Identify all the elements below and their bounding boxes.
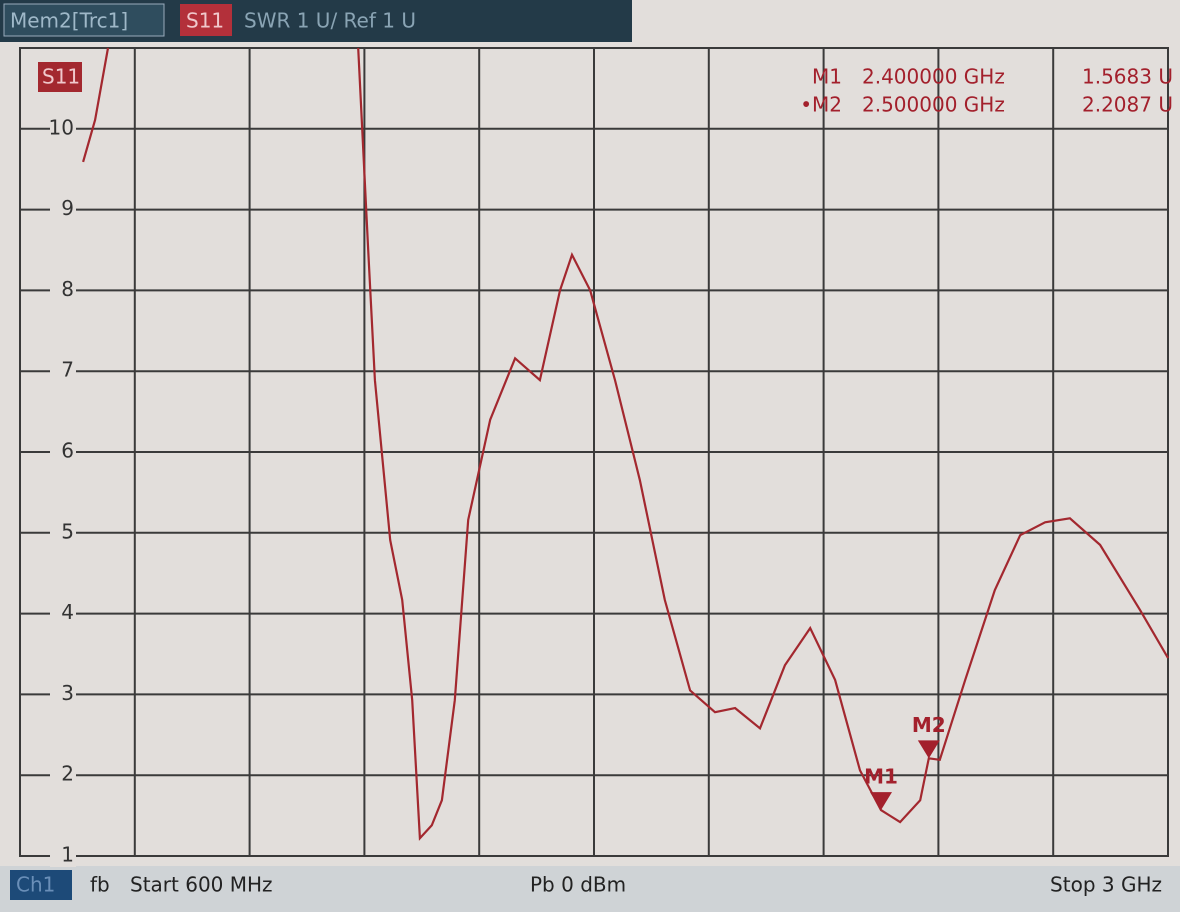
power-label: Pb 0 dBm [530,873,626,897]
marker-readout-value: 1.5683 U [1082,65,1173,89]
marker-label: M1 [864,765,898,789]
marker-readout-value: 2.2087 U [1082,93,1173,117]
param-label: S11 [186,9,224,33]
marker-readout-name: •M2 [800,93,842,117]
y-tick-label: 2 [61,762,74,786]
y-tick-label: 8 [61,277,74,301]
y-tick-label: 1 [61,843,74,867]
y-tick-label: 10 [49,115,74,139]
marker-readout-name: M1 [812,65,842,89]
marker-readout-freq: 2.500000 GHz [862,93,1005,117]
marker-label: M2 [912,713,946,737]
vna-screen: Mem2[Trc1] S11 SWR 1 U/ Ref 1 U Ch1 fb S… [0,0,1180,912]
y-tick-label: 9 [61,196,74,220]
channel-label: Ch1 [16,873,55,897]
marker-readout-freq: 2.400000 GHz [862,65,1005,89]
y-tick-label: 4 [61,600,74,624]
y-tick-label: 6 [61,439,74,463]
y-tick-label: 5 [61,519,74,543]
memory-label: Mem2[Trc1] [10,9,128,33]
mode-label: fb [90,873,110,897]
start-label: Start 600 MHz [130,873,273,897]
format-label: SWR 1 U/ Ref 1 U [244,9,416,33]
y-tick-label: 7 [61,358,74,382]
stop-label: Stop 3 GHz [1050,873,1162,897]
trace-badge-label: S11 [42,65,80,89]
y-tick-label: 3 [61,681,74,705]
